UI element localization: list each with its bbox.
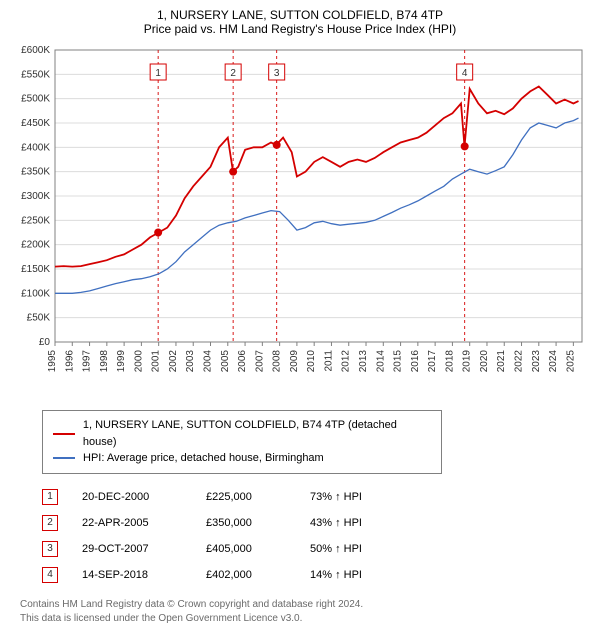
series-hpi <box>55 118 579 293</box>
svg-text:2001: 2001 <box>151 350 162 373</box>
svg-text:£0: £0 <box>39 337 51 348</box>
event-row: 1 20-DEC-2000 £225,000 73% ↑ HPI <box>42 484 590 510</box>
svg-text:2024: 2024 <box>548 350 559 373</box>
svg-text:2004: 2004 <box>203 350 214 373</box>
svg-text:£350K: £350K <box>21 167 50 178</box>
event-pct: 43% ↑ HPI <box>310 517 410 529</box>
svg-text:2002: 2002 <box>168 350 179 373</box>
events-table: 1 20-DEC-2000 £225,000 73% ↑ HPI 2 22-APR-200… <box>42 484 590 588</box>
svg-text:£550K: £550K <box>21 69 50 80</box>
svg-text:1997: 1997 <box>82 350 93 373</box>
svg-text:2017: 2017 <box>427 350 438 373</box>
svg-text:2008: 2008 <box>272 350 283 373</box>
svg-text:£300K: £300K <box>21 191 50 202</box>
chart-container: 1, NURSERY LANE, SUTTON COLDFIELD, B74 4… <box>0 0 600 634</box>
svg-text:£450K: £450K <box>21 118 50 129</box>
svg-text:£250K: £250K <box>21 215 50 226</box>
line-chart: £0 £50K £100K £150K £200K £250K £300K £350K £400… <box>10 42 590 402</box>
event-dot-3 <box>273 141 281 149</box>
svg-text:2014: 2014 <box>375 350 386 373</box>
event-dot-1 <box>154 229 162 237</box>
svg-text:4: 4 <box>462 68 468 79</box>
event-dot-4 <box>461 142 469 150</box>
svg-text:1999: 1999 <box>116 350 127 373</box>
event-pct: 50% ↑ HPI <box>310 543 410 555</box>
svg-text:2005: 2005 <box>220 350 231 373</box>
svg-text:£100K: £100K <box>21 288 50 299</box>
event-price: £402,000 <box>206 569 286 581</box>
svg-text:2019: 2019 <box>462 350 473 373</box>
footer-line2: This data is licensed under the Open Gov… <box>20 612 590 626</box>
legend-label: 1, NURSERY LANE, SUTTON COLDFIELD, B74 4… <box>83 417 431 450</box>
event-marker: 4 <box>42 567 58 583</box>
footer-attribution: Contains HM Land Registry data © Crown c… <box>20 598 590 626</box>
svg-text:1995: 1995 <box>47 350 58 373</box>
event-pct: 14% ↑ HPI <box>310 569 410 581</box>
legend-item: 1, NURSERY LANE, SUTTON COLDFIELD, B74 4… <box>53 417 431 450</box>
svg-text:2013: 2013 <box>358 350 369 373</box>
legend-item: HPI: Average price, detached house, Birm… <box>53 450 431 467</box>
event-price: £350,000 <box>206 517 286 529</box>
svg-text:2011: 2011 <box>323 350 334 372</box>
legend: 1, NURSERY LANE, SUTTON COLDFIELD, B74 4… <box>42 410 442 474</box>
svg-text:2: 2 <box>230 68 236 79</box>
svg-text:2020: 2020 <box>479 350 490 373</box>
event-dot-2 <box>229 168 237 176</box>
svg-text:£150K: £150K <box>21 264 50 275</box>
svg-text:2000: 2000 <box>133 350 144 373</box>
legend-label: HPI: Average price, detached house, Birm… <box>83 450 324 467</box>
svg-text:2009: 2009 <box>289 350 300 373</box>
event-price: £405,000 <box>206 543 286 555</box>
legend-swatch <box>53 457 75 459</box>
svg-text:1: 1 <box>155 68 161 79</box>
event-pct: 73% ↑ HPI <box>310 491 410 503</box>
event-price: £225,000 <box>206 491 286 503</box>
title-block: 1, NURSERY LANE, SUTTON COLDFIELD, B74 4… <box>10 8 590 36</box>
title-subtitle: Price paid vs. HM Land Registry's House … <box>10 22 590 36</box>
svg-text:2025: 2025 <box>565 350 576 373</box>
event-marker: 3 <box>42 541 58 557</box>
svg-text:2018: 2018 <box>444 350 455 373</box>
svg-text:2012: 2012 <box>341 350 352 373</box>
series-property <box>55 87 579 267</box>
event-row: 2 22-APR-2005 £350,000 43% ↑ HPI <box>42 510 590 536</box>
svg-text:£600K: £600K <box>21 45 50 56</box>
event-date: 14-SEP-2018 <box>82 569 182 581</box>
svg-text:2006: 2006 <box>237 350 248 373</box>
event-marker: 2 <box>42 515 58 531</box>
svg-text:£400K: £400K <box>21 142 50 153</box>
svg-text:2015: 2015 <box>393 350 404 373</box>
event-date: 22-APR-2005 <box>82 517 182 529</box>
title-address: 1, NURSERY LANE, SUTTON COLDFIELD, B74 4… <box>10 8 590 22</box>
svg-text:3: 3 <box>274 68 280 79</box>
svg-text:£500K: £500K <box>21 94 50 105</box>
svg-text:2022: 2022 <box>514 350 525 373</box>
svg-text:2010: 2010 <box>306 350 317 373</box>
event-date: 29-OCT-2007 <box>82 543 182 555</box>
svg-text:1996: 1996 <box>64 350 75 373</box>
svg-text:2021: 2021 <box>496 350 507 373</box>
svg-text:£50K: £50K <box>27 313 51 324</box>
svg-text:2007: 2007 <box>254 350 265 373</box>
event-row: 3 29-OCT-2007 £405,000 50% ↑ HPI <box>42 536 590 562</box>
legend-swatch <box>53 433 75 435</box>
svg-text:£200K: £200K <box>21 240 50 251</box>
event-row: 4 14-SEP-2018 £402,000 14% ↑ HPI <box>42 562 590 588</box>
svg-text:2016: 2016 <box>410 350 421 373</box>
event-date: 20-DEC-2000 <box>82 491 182 503</box>
footer-line1: Contains HM Land Registry data © Crown c… <box>20 598 590 612</box>
svg-text:1998: 1998 <box>99 350 110 373</box>
svg-text:2023: 2023 <box>531 350 542 373</box>
event-marker: 1 <box>42 489 58 505</box>
svg-text:2003: 2003 <box>185 350 196 373</box>
